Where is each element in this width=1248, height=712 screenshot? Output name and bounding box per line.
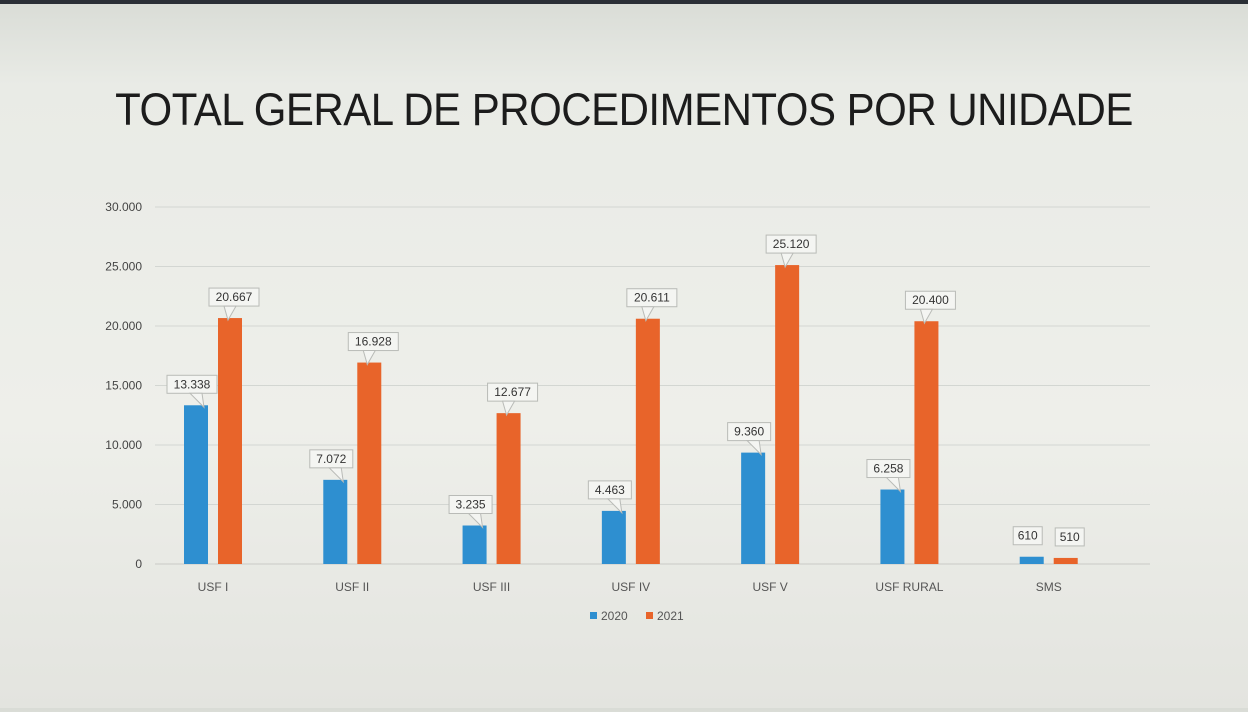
data-label: 3.235	[456, 498, 486, 512]
bar	[914, 321, 939, 564]
bar	[775, 265, 800, 564]
data-label-pointer	[885, 477, 902, 493]
bar	[496, 413, 521, 564]
bar	[635, 318, 660, 564]
x-tick-label: USF III	[473, 580, 510, 594]
data-label-pointer	[606, 498, 623, 515]
data-label-pointer	[467, 513, 484, 529]
bar	[601, 510, 626, 564]
bar	[323, 479, 348, 564]
y-tick-label: 0	[135, 557, 142, 571]
bar	[462, 525, 487, 564]
x-tick-label: USF IV	[612, 580, 651, 594]
data-label: 25.120	[773, 237, 810, 251]
data-label-pointer	[745, 440, 762, 457]
x-tick-label: USF RURAL	[875, 580, 943, 594]
data-label-pointer	[328, 467, 344, 484]
data-label-pointer	[362, 350, 377, 366]
data-label-pointer	[188, 392, 205, 409]
bar	[880, 489, 905, 564]
legend-label: 2020	[601, 609, 628, 623]
legend-swatch	[590, 612, 597, 619]
data-label-pointer	[641, 306, 655, 323]
legend-swatch	[646, 612, 653, 619]
y-tick-label: 20.000	[105, 319, 142, 333]
data-label: 510	[1060, 530, 1080, 544]
data-label: 7.072	[316, 452, 346, 466]
data-label: 16.928	[355, 335, 392, 349]
bar	[1053, 557, 1078, 564]
data-label: 610	[1018, 529, 1038, 543]
x-tick-label: USF II	[335, 580, 369, 594]
legend-label: 2021	[657, 609, 684, 623]
data-label-pointer	[223, 305, 237, 322]
y-tick-label: 15.000	[105, 379, 142, 393]
x-tick-label: USF V	[752, 580, 787, 594]
data-label: 9.360	[734, 425, 764, 439]
chart-title: TOTAL GERAL DE PROCEDIMENTOS POR UNIDADE	[115, 84, 1133, 135]
y-tick-label: 10.000	[105, 438, 142, 452]
y-tick-label: 5.000	[112, 498, 142, 512]
data-label-pointer	[501, 400, 516, 417]
bar	[1019, 556, 1044, 564]
bar	[357, 362, 382, 564]
data-label: 13.338	[174, 377, 211, 391]
data-label-box	[1012, 526, 1043, 546]
x-tick-label: USF I	[198, 580, 229, 594]
data-label: 6.258	[873, 462, 903, 476]
data-label: 20.611	[634, 291, 670, 305]
data-label-box	[1054, 527, 1085, 547]
data-label: 20.667	[216, 290, 253, 304]
bar	[741, 452, 766, 564]
y-tick-label: 30.000	[105, 200, 142, 214]
data-label-pointer	[919, 308, 934, 325]
bar-chart: 0 5.000 10.000 15.000 20.000 25.000 30.000 13.3…	[105, 200, 1150, 623]
bar	[218, 318, 242, 564]
y-tick-label: 25.000	[105, 260, 142, 274]
bar	[184, 405, 208, 564]
x-tick-label: SMS	[1036, 580, 1062, 594]
data-label: 4.463	[595, 483, 625, 497]
data-label: 12.677	[494, 385, 531, 399]
data-label-pointer	[780, 252, 795, 269]
data-label: 20.400	[912, 293, 949, 307]
